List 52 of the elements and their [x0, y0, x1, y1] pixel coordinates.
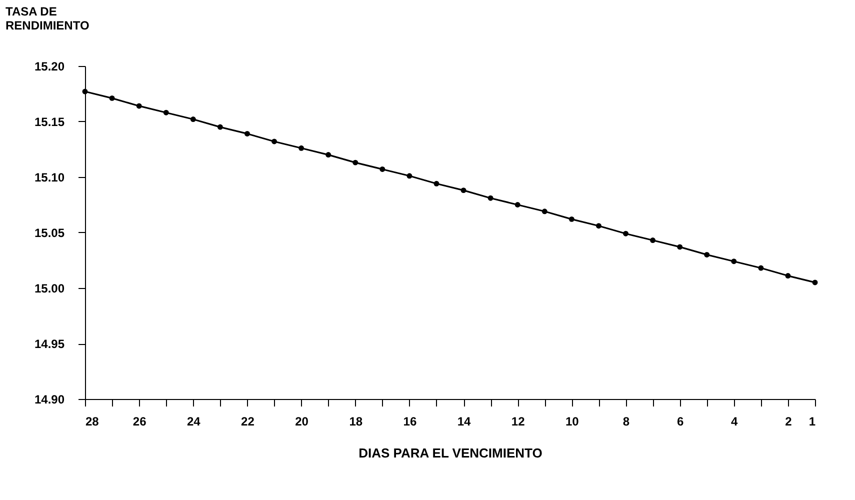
x-tick-label: 6 [676, 414, 684, 428]
x-tick-label: 20 [295, 414, 309, 428]
x-tick-label: 22 [241, 414, 255, 428]
y-tick-label: 15.15 [34, 115, 65, 129]
x-axis-title: DIAS PARA EL VENCIMIENTO [358, 446, 542, 460]
x-tick-label: 4 [731, 414, 738, 428]
point [326, 152, 332, 158]
x-tick-label: 2 [785, 414, 792, 428]
point [352, 160, 358, 166]
point [380, 166, 386, 172]
x-tick-label: 18 [349, 414, 363, 428]
point [217, 124, 223, 130]
point [163, 110, 169, 116]
y-axis-title: TASA DE RENDIMIENTO [6, 4, 90, 32]
point [542, 208, 548, 214]
point [109, 95, 115, 101]
y-tick-label: 15.05 [34, 226, 65, 240]
point [812, 280, 818, 286]
point [677, 244, 683, 250]
point [82, 88, 88, 94]
point [596, 223, 602, 229]
point [406, 173, 412, 179]
x-tick-label: 12 [511, 414, 526, 428]
x-tick-label: 28 [86, 414, 100, 428]
point [704, 252, 710, 258]
y-tick-label: 14.95 [34, 337, 65, 351]
x-tick-label: 16 [403, 414, 417, 428]
point [623, 230, 628, 236]
point [244, 130, 250, 136]
point [568, 216, 574, 222]
x-tick-label: 8 [622, 414, 630, 428]
point [731, 258, 737, 264]
y-tick-label: 15.10 [34, 170, 65, 184]
point [298, 145, 304, 151]
point [136, 103, 142, 109]
x-tick-label: 14 [457, 414, 472, 428]
point [785, 273, 791, 279]
y-tick-label: 15.20 [34, 60, 65, 74]
x-tick-label: 26 [132, 414, 147, 428]
point [434, 180, 440, 186]
point [488, 195, 494, 201]
x-tick-label: 24 [186, 414, 201, 428]
point [514, 202, 520, 208]
point [758, 265, 764, 271]
point [190, 116, 196, 122]
y-tick-label: 14.90 [34, 392, 65, 406]
x-tick-label: 10 [565, 414, 580, 428]
point [272, 138, 277, 144]
point [460, 188, 466, 194]
x-tick-label: 1 [808, 414, 816, 428]
y-tick-label: 15.00 [34, 282, 65, 296]
point [650, 238, 656, 244]
